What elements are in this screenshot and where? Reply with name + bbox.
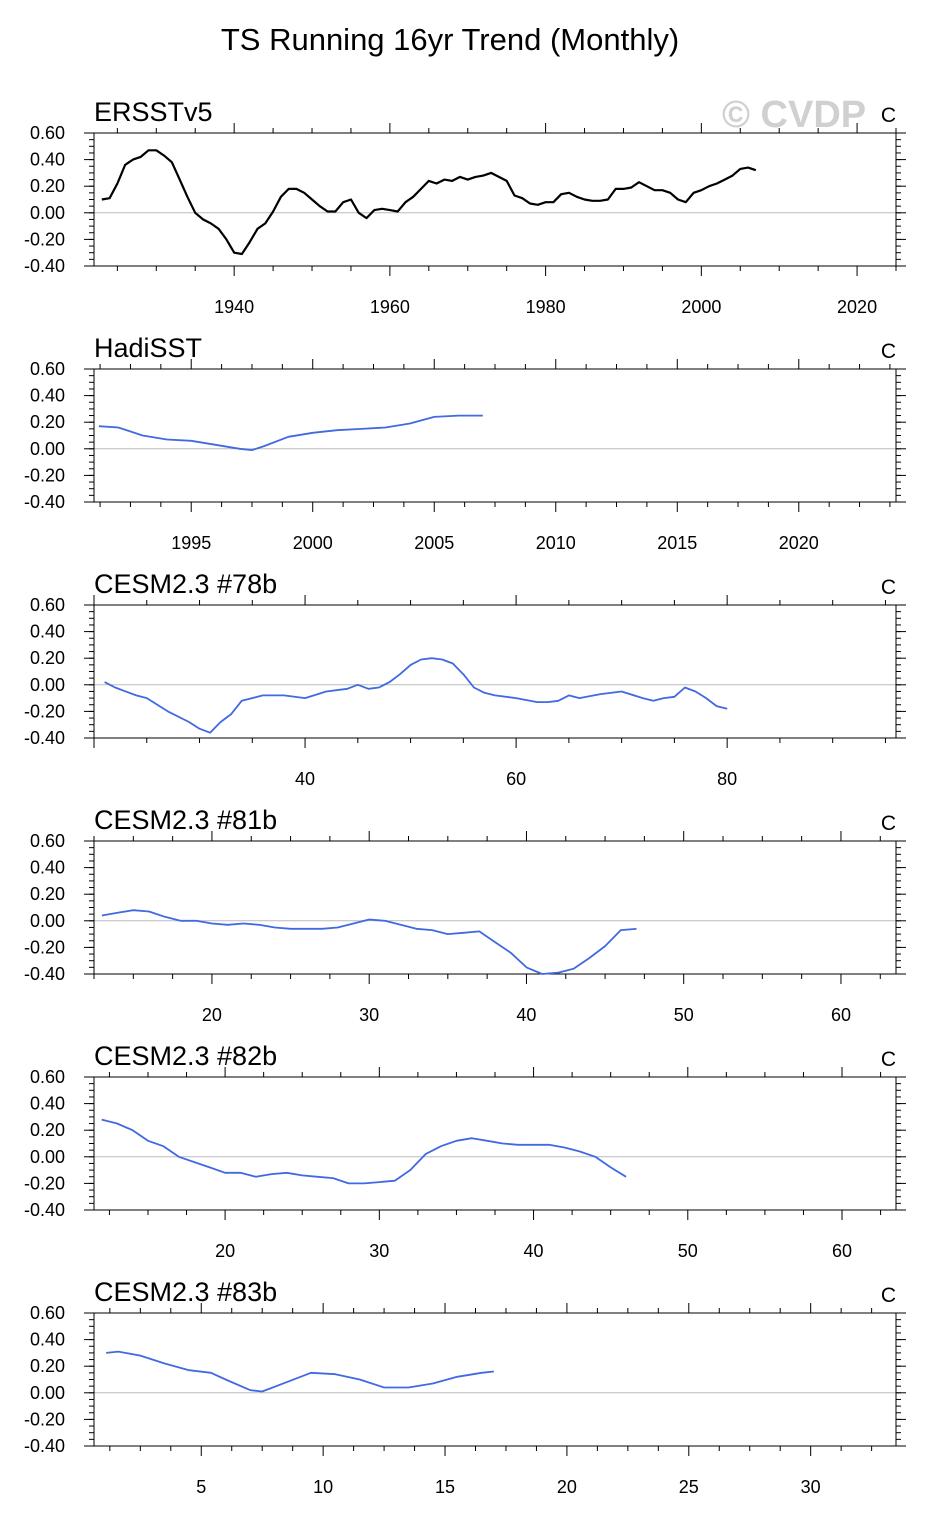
series-line (104, 657, 728, 734)
x-tick-label: 40 (516, 1005, 536, 1025)
x-tick-label: 2015 (657, 533, 697, 553)
x-tick-label: 1960 (370, 297, 410, 317)
x-tick-label: 25 (679, 1477, 699, 1497)
x-tick-label: 1980 (526, 297, 566, 317)
plot-frame (93, 368, 897, 503)
y-tick-label: -0.20 (24, 1409, 65, 1429)
panel-unit: C (881, 1284, 896, 1307)
panel-title: HadiSST (94, 333, 202, 363)
x-tick-label: 10 (313, 1477, 333, 1497)
y-tick-label: -0.40 (24, 728, 65, 748)
y-tick-label: -0.40 (24, 1436, 65, 1456)
x-tick-label: 2010 (536, 533, 576, 553)
y-tick-label: 0.60 (30, 831, 65, 851)
x-tick-label: 30 (801, 1477, 821, 1497)
y-tick-label: 0.40 (30, 386, 65, 406)
x-tick-label: 2005 (414, 533, 454, 553)
x-tick-label: 5 (196, 1477, 206, 1497)
series-line (106, 1350, 494, 1393)
y-tick-label: 0.20 (30, 176, 65, 196)
y-tick-label: 0.00 (30, 439, 65, 459)
x-tick-label: 30 (369, 1241, 389, 1261)
cvdp-watermark: © CVDP (722, 94, 867, 136)
plot-frame (93, 1312, 897, 1447)
panel-unit: C (881, 1048, 896, 1071)
panel-5: CESM2.3 #82b C 0.60 0.40 0.20 0.00 -0.20 -0.40 2… (24, 1041, 906, 1261)
y-tick-label: 0.20 (30, 1356, 65, 1376)
y-tick-label: 0.60 (30, 1067, 65, 1087)
x-tick-label: 50 (674, 1005, 694, 1025)
y-tick-label: -0.20 (24, 1173, 65, 1193)
series-line (101, 149, 757, 256)
y-tick-label: 0.20 (30, 884, 65, 904)
x-tick-label: 2020 (837, 297, 877, 317)
plot-frame (93, 132, 897, 267)
panel-6: CESM2.3 #83b C 0.60 0.40 0.20 0.00 -0.20 -0.40 5… (24, 1277, 906, 1497)
y-tick-label: 0.00 (30, 203, 65, 223)
y-tick-label: 0.40 (30, 150, 65, 170)
series-line (101, 1118, 627, 1185)
panel-unit: C (881, 104, 896, 127)
y-tick-label: -0.40 (24, 492, 65, 512)
x-tick-label: 20 (202, 1005, 222, 1025)
y-tick-label: 0.00 (30, 675, 65, 695)
panel-title: CESM2.3 #81b (94, 805, 277, 835)
x-tick-label: 40 (524, 1241, 544, 1261)
y-tick-label: 0.40 (30, 858, 65, 878)
panel-4: CESM2.3 #81b C 0.60 0.40 0.20 0.00 -0.20 -0.40 2… (24, 805, 906, 1025)
y-tick-label: -0.20 (24, 701, 65, 721)
y-tick-label: -0.40 (24, 1200, 65, 1220)
figure-title: TS Running 16yr Trend (Monthly) (220, 22, 680, 57)
x-tick-label: 60 (831, 1005, 851, 1025)
x-tick-label: 20 (215, 1241, 235, 1261)
plot-frame (93, 604, 897, 739)
y-tick-label: 0.40 (30, 1330, 65, 1350)
y-tick-label: -0.40 (24, 256, 65, 276)
series-line (98, 414, 483, 452)
y-tick-label: 0.60 (30, 1303, 65, 1323)
y-tick-label: 0.20 (30, 1120, 65, 1140)
x-tick-label: 80 (717, 769, 737, 789)
y-tick-label: 0.00 (30, 1147, 65, 1167)
x-tick-label: 60 (506, 769, 526, 789)
x-tick-label: 1995 (171, 533, 211, 553)
panel-title: CESM2.3 #82b (94, 1041, 277, 1071)
y-tick-label: 0.40 (30, 622, 65, 642)
series-line (101, 909, 637, 975)
y-tick-label: 0.60 (30, 359, 65, 379)
x-tick-label: 2020 (779, 533, 819, 553)
x-tick-label: 2000 (681, 297, 721, 317)
x-tick-label: 20 (557, 1477, 577, 1497)
panel-1: ERSSTv5 C 0.60 0.40 0.20 0.00 -0.20 -0.40 1940 19… (24, 97, 906, 317)
panel-title: CESM2.3 #83b (94, 1277, 277, 1307)
x-tick-label: 40 (295, 769, 315, 789)
y-tick-label: 0.00 (30, 1383, 65, 1403)
panel-unit: C (881, 340, 896, 363)
y-tick-label: 0.20 (30, 412, 65, 432)
panel-3: CESM2.3 #78b C 0.60 0.40 0.20 0.00 -0.20 -0.40 4… (24, 569, 906, 789)
y-tick-label: 0.20 (30, 648, 65, 668)
y-tick-label: 0.60 (30, 123, 65, 143)
y-tick-label: -0.40 (24, 964, 65, 984)
y-tick-label: -0.20 (24, 465, 65, 485)
panel-title: ERSSTv5 (94, 97, 213, 127)
panel-title: CESM2.3 #78b (94, 569, 277, 599)
x-tick-label: 30 (359, 1005, 379, 1025)
x-tick-label: 2000 (293, 533, 333, 553)
y-tick-label: 0.60 (30, 595, 65, 615)
y-tick-label: -0.20 (24, 937, 65, 957)
y-tick-label: 0.00 (30, 911, 65, 931)
x-tick-label: 60 (832, 1241, 852, 1261)
panel-unit: C (881, 576, 896, 599)
plot-frame (93, 840, 897, 975)
x-tick-label: 15 (435, 1477, 455, 1497)
x-tick-label: 50 (678, 1241, 698, 1261)
y-tick-label: 0.40 (30, 1094, 65, 1114)
x-tick-label: 1940 (214, 297, 254, 317)
y-tick-label: -0.20 (24, 229, 65, 249)
plot-frame (93, 1076, 897, 1211)
panel-2: HadiSST C 0.60 0.40 0.20 0.00 -0.20 -0.40 1995 20… (24, 333, 906, 553)
panel-unit: C (881, 812, 896, 835)
